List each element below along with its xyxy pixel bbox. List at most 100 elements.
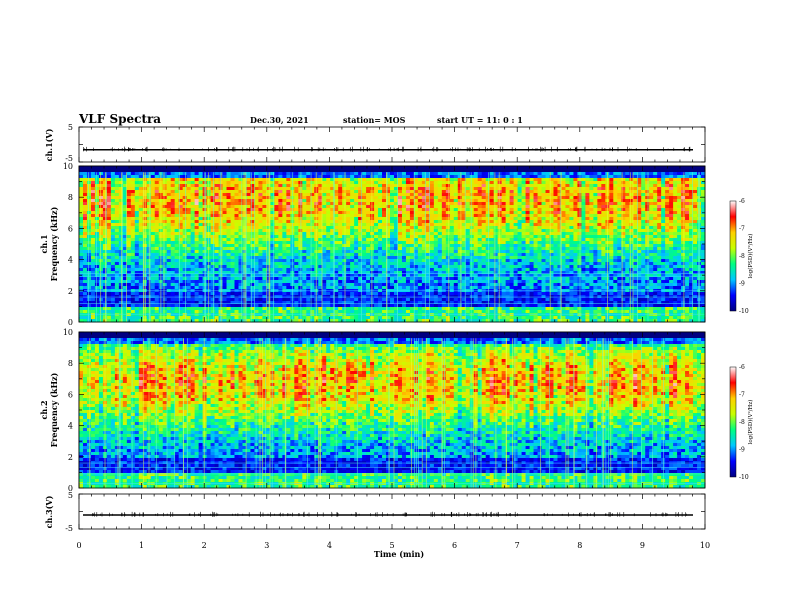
- spectrogram-cell: [114, 235, 120, 239]
- spectrogram-cell: [553, 253, 558, 257]
- spectrogram-cell: [525, 178, 530, 182]
- spectrogram-cell: [501, 208, 507, 212]
- spectrogram-cell: [689, 217, 694, 221]
- spectrogram-cell: [473, 190, 479, 194]
- spectrogram-cell: [170, 223, 176, 227]
- spectrogram-cell: [234, 229, 239, 233]
- spectrogram-cell: [417, 253, 423, 257]
- spectrogram-cell: [665, 253, 670, 257]
- spectrogram-cell: [497, 250, 503, 254]
- spectrogram-cell: [653, 166, 658, 170]
- spectrogram-cell: [274, 187, 279, 191]
- spectrogram-cell: [421, 205, 427, 209]
- spectrogram-cell: [489, 226, 495, 230]
- spectrogram-cell: [421, 235, 427, 239]
- spectrogram-cell: [581, 229, 586, 233]
- spectrogram-cell: [246, 202, 251, 206]
- spectrogram-cell: [597, 229, 602, 233]
- spectrogram-cell: [274, 232, 279, 236]
- spectrogram-cell: [513, 229, 518, 233]
- spectrogram-cell: [673, 217, 678, 221]
- spectrogram-cell: [477, 232, 483, 236]
- spectrogram-cell: [533, 190, 538, 194]
- spectrogram-cell: [310, 238, 315, 242]
- spectrogram-cell: [497, 208, 503, 212]
- spectrogram-cell: [521, 202, 526, 206]
- spectrogram-cell: [122, 166, 128, 170]
- spectrogram-cell: [613, 199, 618, 203]
- spectrogram-cell: [473, 247, 479, 251]
- spectrogram-cell: [541, 238, 546, 242]
- spectrogram-cell: [166, 184, 172, 188]
- spectrogram-cell: [585, 220, 590, 224]
- spectrogram-cell: [266, 223, 271, 227]
- spectrogram-cell: [473, 205, 479, 209]
- spectrogram-cell: [278, 172, 283, 176]
- spectrogram-cell: [346, 172, 351, 176]
- spectrogram-cell: [134, 211, 140, 215]
- spectrogram-cell: [525, 238, 530, 242]
- spectrogram-cell: [609, 196, 614, 200]
- spectrogram-cell: [633, 169, 638, 173]
- spectrogram-cell: [577, 175, 582, 179]
- spectrogram-cell: [294, 175, 299, 179]
- spectrogram-cell: [529, 193, 534, 197]
- spectrogram-cell: [218, 220, 223, 224]
- spectrogram-cell: [429, 190, 435, 194]
- spectrogram-cell: [250, 214, 255, 218]
- spectrogram-cell: [130, 178, 136, 182]
- spectrogram-cell: [266, 241, 271, 245]
- spectrogram-cell: [138, 214, 144, 218]
- spectrogram-cell: [597, 241, 602, 245]
- spectrogram-cell: [82, 217, 88, 221]
- spectrogram-cell: [94, 241, 100, 245]
- spectrogram-cell: [681, 220, 686, 224]
- spectrogram-cell: [370, 235, 375, 239]
- spectrogram-cell: [577, 238, 582, 242]
- spectrogram-cell: [473, 244, 479, 248]
- spectrogram-cell: [214, 250, 219, 254]
- spectrogram-cell: [469, 232, 475, 236]
- spectrogram-cell: [645, 193, 650, 197]
- spectrogram-cell: [441, 193, 447, 197]
- spectrogram-cell: [82, 241, 88, 245]
- spectrogram-cell: [641, 229, 646, 233]
- spectrogram-cell: [318, 172, 323, 176]
- spectrogram-cell: [669, 223, 674, 227]
- spectrogram-cell: [397, 190, 403, 194]
- spectrogram-cell: [226, 205, 231, 209]
- spectrogram-cell: [613, 172, 618, 176]
- spectrogram-cell: [529, 187, 534, 191]
- spectrogram-cell: [481, 235, 487, 239]
- spectrogram-cell: [417, 250, 423, 254]
- spectrogram-cell: [298, 241, 303, 245]
- spectrogram-cell: [677, 238, 682, 242]
- spectrogram-cell: [685, 229, 690, 233]
- spectrogram-cell: [274, 226, 279, 230]
- spectrogram-cell: [334, 232, 339, 236]
- spectrogram-cell: [401, 238, 407, 242]
- spectrogram-cell: [589, 214, 594, 218]
- spectrogram-cell: [238, 202, 243, 206]
- spectrogram-cell: [274, 181, 279, 185]
- spectrogram-cell: [346, 244, 351, 248]
- spectrogram-cell: [122, 241, 128, 245]
- spectrogram-cell: [134, 181, 140, 185]
- spectrogram-cell: [142, 250, 148, 254]
- spectrogram-cell: [433, 205, 439, 209]
- spectrogram-cell: [665, 199, 670, 203]
- spectrogram-cell: [230, 247, 235, 251]
- spectrogram-cell: [106, 184, 112, 188]
- spectrogram-cell: [429, 229, 435, 233]
- spectrogram-cell: [657, 172, 662, 176]
- spectrogram-cell: [214, 202, 219, 206]
- spectrogram-cell: [278, 238, 283, 242]
- spectrogram-cell: [214, 235, 219, 239]
- spectrogram-cell: [330, 232, 335, 236]
- spectrogram-cell: [254, 193, 259, 197]
- spectrogram-cell: [306, 196, 311, 200]
- spectrogram-cell: [366, 172, 371, 176]
- spectrogram-cell: [302, 244, 307, 248]
- spectrogram-cell: [94, 175, 100, 179]
- spectrogram-cell: [262, 241, 267, 245]
